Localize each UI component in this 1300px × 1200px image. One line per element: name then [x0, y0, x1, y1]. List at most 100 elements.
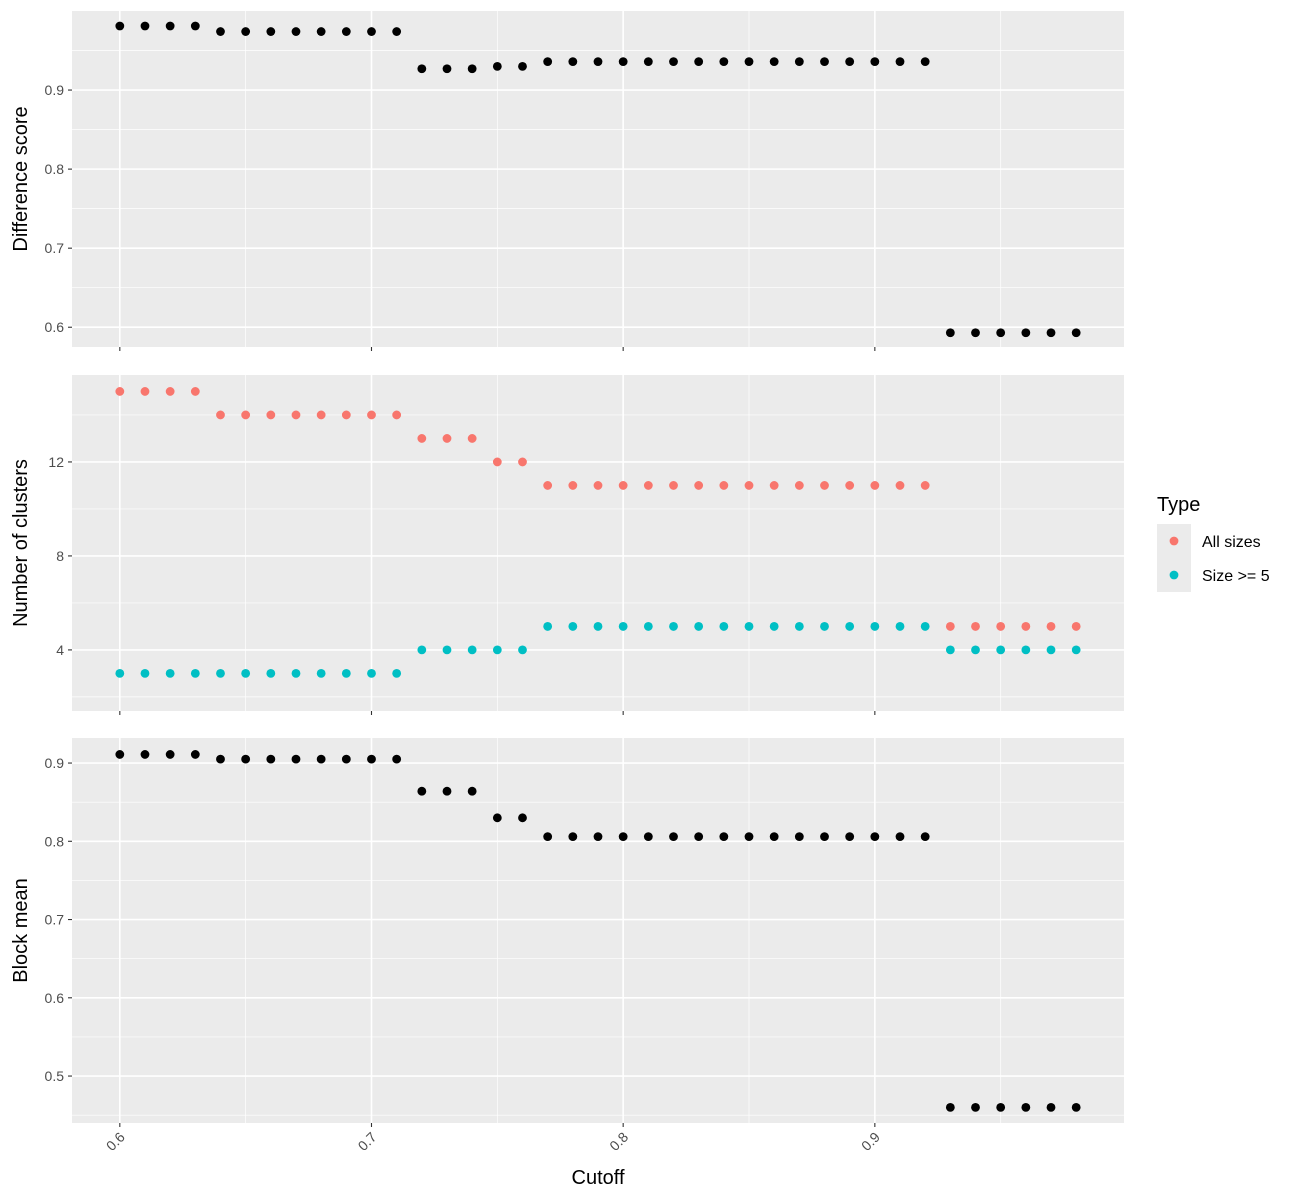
data-point — [367, 669, 376, 678]
data-point — [1071, 328, 1081, 338]
data-point — [769, 481, 779, 490]
data-point — [820, 481, 829, 490]
data-point — [316, 754, 326, 764]
data-point — [920, 622, 930, 631]
data-point — [216, 669, 225, 678]
panel-number-of-clusters: 4 8 12 Number of clusters — [10, 375, 1124, 715]
data-point — [165, 750, 175, 759]
data-point — [115, 387, 125, 396]
data-point — [744, 832, 754, 841]
data-point — [845, 622, 855, 631]
data-point — [920, 57, 930, 66]
data-point — [417, 645, 427, 655]
y-axis-title-difference-score: Difference score — [10, 106, 32, 251]
y-tick-label: 0.8 — [45, 161, 65, 177]
data-point — [1071, 1102, 1081, 1112]
x-axis-title: Cutoff — [572, 1167, 625, 1189]
data-point — [165, 21, 175, 31]
data-point — [341, 669, 351, 678]
y-tick-label: 8 — [56, 548, 64, 564]
data-point — [543, 622, 553, 631]
data-point — [417, 64, 427, 74]
data-point — [719, 832, 729, 841]
data-point — [996, 1102, 1006, 1112]
series-difference-score-0 — [115, 21, 1081, 338]
data-point — [241, 669, 251, 678]
data-point — [618, 832, 628, 841]
data-point — [769, 832, 779, 841]
data-point — [140, 21, 150, 31]
data-point — [492, 813, 502, 823]
data-point — [316, 27, 326, 36]
x-tick-label: 0.9 — [858, 1129, 883, 1154]
series-number-of-clusters-0 — [115, 387, 1081, 631]
data-point — [643, 481, 653, 490]
data-point — [417, 434, 427, 443]
data-point — [367, 27, 376, 36]
y-tick-label: 0.9 — [45, 755, 65, 771]
data-point — [794, 481, 804, 490]
y-tick-label: 0.6 — [45, 990, 65, 1006]
data-point — [266, 754, 276, 764]
data-point — [367, 410, 376, 420]
data-point — [643, 622, 653, 631]
data-point — [870, 481, 880, 490]
data-point — [266, 27, 276, 36]
data-point — [945, 622, 955, 631]
data-point — [719, 481, 729, 490]
panel-difference-score: 0.6 0.7 0.8 0.9 Difference score — [10, 11, 1124, 351]
data-point — [568, 622, 578, 631]
panel-background — [72, 375, 1124, 711]
x-tick-label: 0.8 — [606, 1129, 631, 1154]
data-point — [543, 832, 553, 841]
data-point — [1046, 645, 1056, 655]
data-point — [996, 645, 1006, 655]
data-point — [442, 64, 452, 74]
data-point — [518, 813, 527, 823]
y-tick-label: 0.5 — [45, 1068, 65, 1084]
data-point — [971, 645, 980, 655]
data-point — [945, 645, 955, 655]
data-point — [392, 754, 402, 764]
data-point — [1021, 328, 1031, 338]
data-point — [467, 64, 477, 74]
data-point — [643, 832, 653, 841]
data-point — [870, 622, 880, 631]
data-point — [442, 434, 452, 443]
data-point — [115, 750, 125, 759]
data-point — [719, 622, 729, 631]
data-point — [820, 622, 829, 631]
data-point — [568, 832, 578, 841]
data-point — [895, 832, 905, 841]
data-point — [920, 832, 930, 841]
data-point — [115, 669, 125, 678]
x-axis: 0.6 0.7 0.8 0.9 — [103, 1129, 883, 1154]
y-tick-label: 0.7 — [45, 240, 65, 256]
panel-block-mean: 0.5 0.6 0.7 0.8 0.9 Block mean — [10, 738, 1124, 1127]
x-tick-label: 0.6 — [103, 1129, 128, 1154]
data-point — [165, 669, 175, 678]
data-point — [618, 481, 628, 490]
data-point — [492, 645, 502, 655]
data-point — [694, 832, 704, 841]
data-point — [820, 57, 829, 66]
panels: 0.6 0.7 0.8 0.9 Difference score 4 8 12 Number o… — [10, 11, 1124, 1127]
y-tick-label: 0.8 — [45, 833, 65, 849]
series-number-of-clusters-1 — [115, 622, 1081, 678]
data-point — [669, 57, 678, 66]
data-point — [266, 669, 276, 678]
data-point — [291, 754, 301, 764]
data-point — [870, 832, 880, 841]
data-point — [593, 57, 603, 66]
legend-label-size-5: Size >= 5 — [1202, 568, 1270, 585]
data-point — [518, 457, 527, 467]
data-point — [618, 622, 628, 631]
data-point — [1046, 1102, 1056, 1112]
data-point — [945, 1102, 955, 1112]
data-point — [996, 328, 1006, 338]
data-point — [895, 622, 905, 631]
data-point — [190, 669, 200, 678]
data-point — [543, 57, 553, 66]
data-point — [190, 750, 200, 759]
